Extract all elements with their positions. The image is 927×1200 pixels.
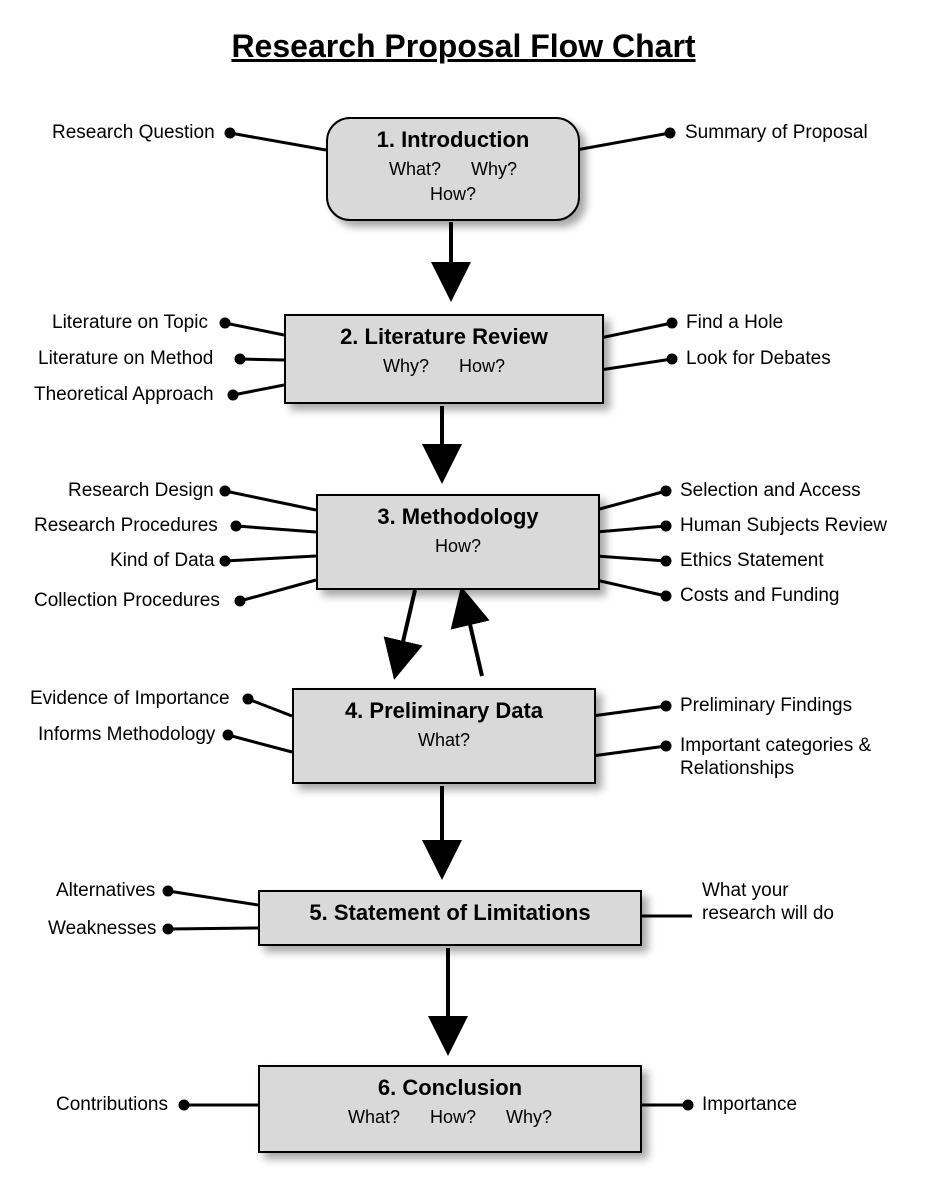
chart-title: Research Proposal Flow Chart	[0, 28, 927, 65]
bullet-dot	[661, 591, 672, 602]
node-subtext: What? How? Why?	[260, 1101, 640, 1138]
bullet-dot	[223, 730, 234, 741]
bullet-dot	[225, 128, 236, 139]
annotation: Collection Procedures	[34, 590, 220, 612]
annotation: Importance	[702, 1094, 797, 1116]
bullet-dot	[231, 521, 242, 532]
node-n3: 3. MethodologyHow?	[316, 494, 600, 590]
node-n1: 1. IntroductionWhat? Why?How?	[326, 117, 580, 221]
bullet-dot	[220, 318, 231, 329]
node-title: 3. Methodology	[318, 496, 598, 530]
annotation: Research Design	[68, 480, 214, 502]
node-n4: 4. Preliminary DataWhat?	[292, 688, 596, 784]
annotation: What yourresearch will do	[702, 880, 912, 926]
bullet-dot	[683, 1100, 694, 1111]
bullet-dot	[235, 354, 246, 365]
bullet-dot	[661, 741, 672, 752]
annotation: Ethics Statement	[680, 550, 824, 572]
bullet-dot	[235, 596, 246, 607]
node-title: 6. Conclusion	[260, 1067, 640, 1101]
node-n2: 2. Literature ReviewWhy? How?	[284, 314, 604, 404]
annotation: Preliminary Findings	[680, 695, 852, 717]
annotation: Informs Methodology	[38, 724, 215, 746]
bullet-dot	[243, 694, 254, 705]
bullet-dot	[163, 924, 174, 935]
bullet-dot	[228, 390, 239, 401]
annotation: Selection and Access	[680, 480, 861, 502]
annotation: Research Procedures	[34, 515, 218, 537]
bullet-dot	[661, 486, 672, 497]
annotation: Costs and Funding	[680, 585, 840, 607]
bullet-dot	[220, 486, 231, 497]
annotation: Kind of Data	[110, 550, 215, 572]
annotation: Theoretical Approach	[34, 384, 214, 406]
bullet-dot	[661, 556, 672, 567]
node-n6: 6. ConclusionWhat? How? Why?	[258, 1065, 642, 1153]
annotation: Literature on Topic	[52, 312, 208, 334]
node-subtext: What?	[294, 724, 594, 761]
annotation: Alternatives	[56, 880, 155, 902]
annotation: Human Subjects Review	[680, 515, 887, 537]
node-subtext: What? Why?How?	[328, 153, 578, 215]
annotation: Find a Hole	[686, 312, 783, 334]
bullet-dot	[179, 1100, 190, 1111]
bullet-dot	[665, 128, 676, 139]
node-n5: 5. Statement of Limitations	[258, 890, 642, 946]
bullet-dot	[661, 521, 672, 532]
bullet-dot	[661, 701, 672, 712]
node-subtext: How?	[318, 530, 598, 567]
bullet-dot	[163, 886, 174, 897]
annotation: Research Question	[52, 122, 215, 144]
node-title: 4. Preliminary Data	[294, 690, 594, 724]
bullet-dot	[220, 556, 231, 567]
node-subtext: Why? How?	[286, 350, 602, 387]
annotation: Literature on Method	[38, 348, 213, 370]
annotation: Important categories &Relationships	[680, 735, 890, 781]
node-title: 1. Introduction	[328, 119, 578, 153]
node-title: 2. Literature Review	[286, 316, 602, 350]
annotation: Summary of Proposal	[685, 122, 868, 144]
annotation: Look for Debates	[686, 348, 831, 370]
annotation: Weaknesses	[48, 918, 156, 940]
annotation: Evidence of Importance	[30, 688, 230, 710]
node-title: 5. Statement of Limitations	[260, 892, 640, 926]
bullet-dot	[667, 354, 678, 365]
annotation: Contributions	[56, 1094, 168, 1116]
bullet-dot	[667, 318, 678, 329]
